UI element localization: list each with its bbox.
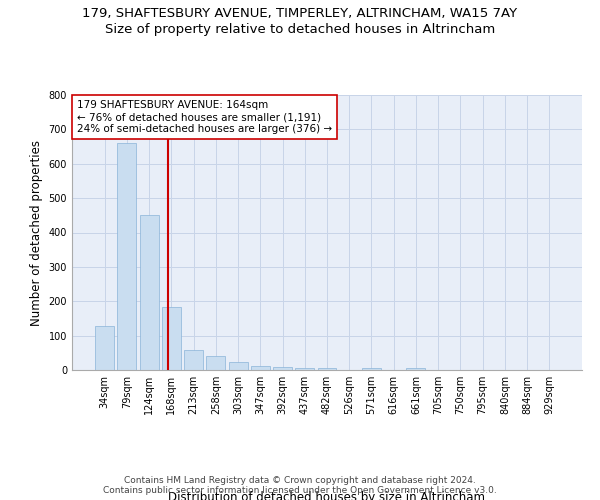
Text: 179, SHAFTESBURY AVENUE, TIMPERLEY, ALTRINCHAM, WA15 7AY: 179, SHAFTESBURY AVENUE, TIMPERLEY, ALTR… bbox=[82, 8, 518, 20]
Bar bbox=[95, 326, 114, 370]
Bar bbox=[206, 356, 225, 370]
Bar bbox=[162, 308, 181, 370]
Bar bbox=[229, 362, 248, 370]
Bar bbox=[273, 367, 292, 370]
Text: Contains HM Land Registry data © Crown copyright and database right 2024.
Contai: Contains HM Land Registry data © Crown c… bbox=[103, 476, 497, 495]
Bar bbox=[406, 368, 425, 370]
Text: Size of property relative to detached houses in Altrincham: Size of property relative to detached ho… bbox=[105, 22, 495, 36]
Bar bbox=[140, 216, 158, 370]
Bar bbox=[118, 143, 136, 370]
Y-axis label: Number of detached properties: Number of detached properties bbox=[30, 140, 43, 326]
Bar bbox=[317, 368, 337, 370]
Bar bbox=[362, 368, 381, 370]
Bar bbox=[295, 368, 314, 370]
X-axis label: Distribution of detached houses by size in Altrincham: Distribution of detached houses by size … bbox=[169, 490, 485, 500]
Text: 179 SHAFTESBURY AVENUE: 164sqm
← 76% of detached houses are smaller (1,191)
24% : 179 SHAFTESBURY AVENUE: 164sqm ← 76% of … bbox=[77, 100, 332, 134]
Bar bbox=[251, 366, 270, 370]
Bar bbox=[184, 350, 203, 370]
